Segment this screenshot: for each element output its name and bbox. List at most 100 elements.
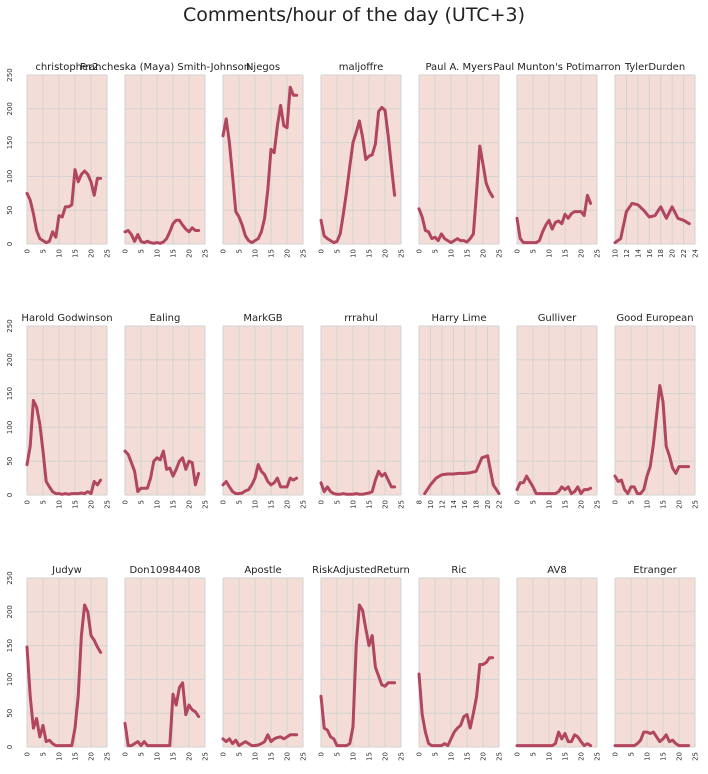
x-tick-label: 0	[416, 249, 424, 253]
y-tick-label: 50	[6, 709, 14, 718]
x-tick-label: 15	[170, 752, 178, 761]
x-tick-label: 20	[480, 752, 488, 761]
panel-12: 0 5 10 15 20 25 Gulliver	[514, 313, 602, 509]
x-tick-label: 10	[350, 500, 358, 509]
series-line	[515, 474, 593, 496]
x-tick-label: 20	[186, 249, 194, 258]
y-tick-label: 0	[6, 745, 14, 749]
series-line	[25, 168, 103, 245]
x-tick-label: 25	[104, 500, 112, 509]
x-tick-label: 16	[461, 499, 469, 508]
x-tick-label: 0	[24, 500, 32, 504]
x-tick-label: 20	[284, 500, 292, 509]
plot-background	[321, 578, 401, 747]
panel-title: Etranger	[633, 565, 677, 576]
x-tick-label: 15	[268, 752, 276, 761]
panel-19: 0 5 10 15 20 25 AV8	[514, 565, 602, 761]
panel-title: Good European	[616, 313, 693, 324]
x-tick-label: 10	[56, 500, 64, 509]
x-tick-label: 10	[350, 249, 358, 258]
panel-18: 0 5 10 15 20 25 Ric	[416, 565, 504, 761]
plot-background	[125, 75, 205, 244]
x-tick-label: 0	[122, 249, 130, 253]
y-tick-label: 100	[6, 421, 14, 434]
x-tick-label: 25	[398, 752, 406, 761]
x-tick-label: 10	[644, 500, 652, 509]
plot-background	[321, 326, 401, 495]
y-tick-label: 0	[6, 242, 14, 246]
panel-title: Njegos	[246, 62, 280, 73]
plot-background	[321, 75, 401, 244]
x-tick-label: 20	[284, 249, 292, 258]
y-tick-label: 100	[6, 170, 14, 183]
x-tick-label: 5	[432, 249, 440, 253]
x-tick-label: 25	[202, 752, 210, 761]
x-tick-label: 5	[40, 249, 48, 253]
panel-1: 0 5 10 15 20 25 Francheska (Maya) Smith-Johnso…	[80, 62, 250, 258]
panel-8: 0 5 10 15 20 25 Ealing	[122, 313, 210, 509]
y-tick-label: 200	[6, 353, 14, 366]
panel-11: 8 10 12 14 16 18 20 22 Harry Lime	[416, 313, 504, 509]
x-tick-label: 20	[186, 500, 194, 509]
x-tick-label: 10	[612, 249, 620, 258]
x-tick-label: 5	[334, 249, 342, 253]
panel-4: 0 5 10 15 20 25 Paul A. Myers	[416, 62, 504, 258]
x-tick-label: 5	[236, 500, 244, 504]
y-tick-label: 250	[6, 68, 14, 81]
x-tick-label: 5	[334, 500, 342, 504]
x-tick-label: 0	[220, 249, 228, 253]
series-line	[613, 384, 691, 496]
series-line	[25, 398, 103, 496]
x-tick-label: 15	[660, 500, 668, 509]
x-tick-label: 5	[628, 500, 636, 504]
x-tick-label: 25	[496, 249, 504, 258]
x-tick-label: 25	[398, 249, 406, 258]
y-tick-label: 100	[6, 673, 14, 686]
x-tick-label: 5	[334, 752, 342, 756]
panel-title: Harry Lime	[431, 313, 486, 324]
y-tick-label: 150	[6, 387, 14, 400]
panel-title: Harold Godwinson	[21, 313, 112, 324]
panel-title: Ric	[451, 565, 466, 576]
x-tick-label: 25	[594, 752, 602, 761]
series-line	[319, 105, 397, 245]
x-tick-label: 10	[154, 249, 162, 258]
panel-title: MarkGB	[243, 313, 282, 324]
x-tick-label: 12	[623, 249, 631, 258]
panel-title: rrrahul	[344, 313, 378, 324]
panel-17: 0 5 10 15 20 25 RiskAdjustedReturn	[312, 565, 410, 761]
y-tick-label: 50	[6, 206, 14, 215]
series-line	[423, 454, 501, 496]
x-tick-label: 25	[594, 249, 602, 258]
panel-title: Apostle	[244, 565, 281, 576]
y-tick-label: 200	[6, 605, 14, 618]
x-tick-label: 0	[416, 752, 424, 756]
x-tick-label: 15	[72, 500, 80, 509]
panel-13: 0 5 10 15 20 25 Good European	[612, 313, 700, 509]
panel-title: Gulliver	[538, 313, 577, 324]
x-tick-label: 10	[546, 500, 554, 509]
panel-title: Judyw	[51, 565, 82, 576]
figure-title: Comments/hour of the day (UTC+3)	[182, 4, 525, 26]
panel-15: 0 5 10 15 20 25 Don10984408	[122, 565, 210, 761]
x-tick-label: 22	[496, 500, 504, 509]
series-line	[123, 681, 201, 748]
x-tick-label: 20	[480, 249, 488, 258]
series-line	[221, 733, 299, 748]
y-tick-label: 50	[6, 457, 14, 466]
x-tick-label: 20	[382, 249, 390, 258]
x-tick-label: 10	[644, 752, 652, 761]
x-tick-label: 5	[530, 752, 538, 756]
panel-title: Don10984408	[129, 565, 200, 576]
series-line	[221, 463, 299, 496]
panel-title: Paul Munton's Potimarron	[493, 62, 620, 73]
series-line	[319, 469, 397, 496]
panel-title: maljoffre	[339, 62, 383, 73]
panel-9: 0 5 10 15 20 25 MarkGB	[220, 313, 308, 509]
x-tick-label: 12	[438, 500, 446, 509]
x-tick-label: 25	[594, 500, 602, 509]
x-tick-label: 25	[496, 752, 504, 761]
x-tick-label: 0	[122, 500, 130, 504]
